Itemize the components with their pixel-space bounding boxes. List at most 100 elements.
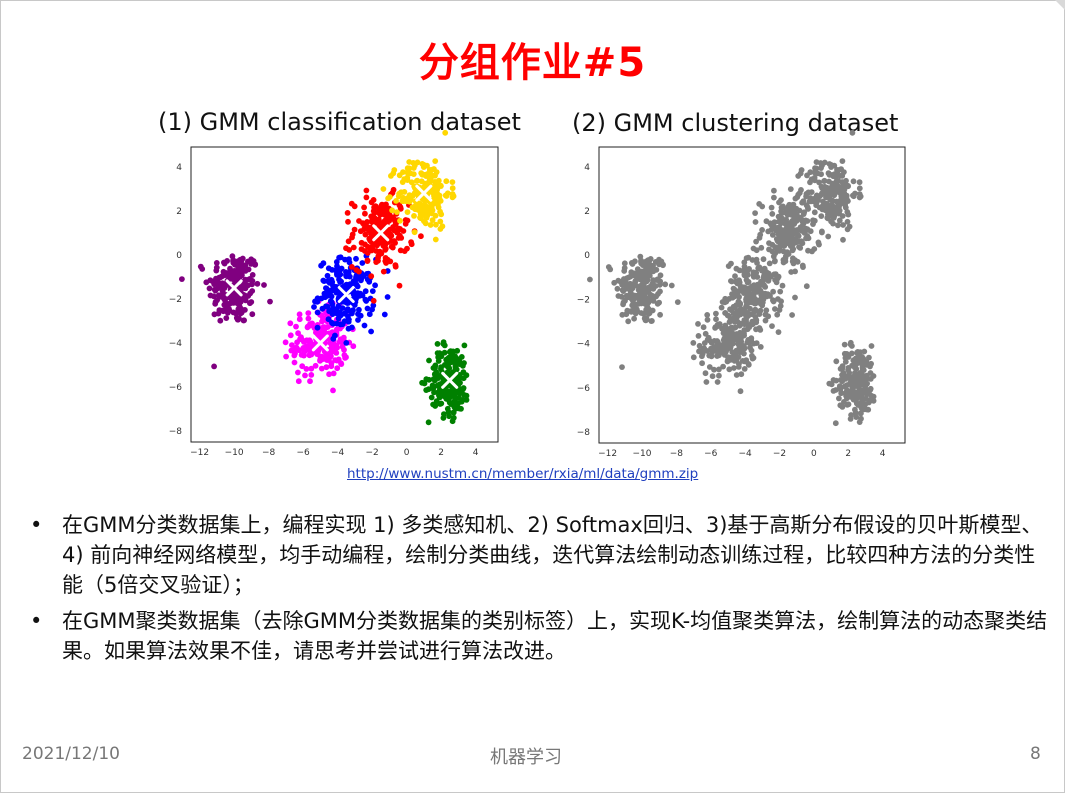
data-point xyxy=(764,291,771,298)
data-point xyxy=(782,253,789,260)
data-point xyxy=(737,388,744,395)
data-point xyxy=(734,354,741,361)
data-point xyxy=(852,190,858,197)
y-tick-label: 0 xyxy=(176,251,182,261)
data-point xyxy=(295,369,301,376)
dataset-download-link[interactable]: http://www.nustm.cn/member/rxia/ml/data/… xyxy=(347,466,699,482)
data-point xyxy=(390,170,397,177)
data-point xyxy=(326,371,332,378)
y-tick-label: −2 xyxy=(169,295,182,305)
data-point xyxy=(775,329,782,335)
data-point xyxy=(334,365,341,372)
data-point xyxy=(338,265,345,272)
x-tick-label: −8 xyxy=(670,449,684,459)
data-point xyxy=(645,288,652,295)
data-point xyxy=(790,201,797,208)
data-point xyxy=(766,260,773,267)
data-point xyxy=(445,391,451,398)
data-point xyxy=(638,272,644,278)
data-point xyxy=(780,228,787,235)
x-tick-label: −12 xyxy=(190,448,209,458)
data-point xyxy=(429,166,435,173)
data-point xyxy=(650,298,657,304)
data-point xyxy=(404,165,411,172)
data-point xyxy=(811,174,818,181)
data-point xyxy=(741,263,748,270)
data-point xyxy=(656,281,663,288)
data-point xyxy=(740,284,746,291)
data-point xyxy=(456,389,463,396)
data-point xyxy=(409,204,416,211)
data-point xyxy=(314,309,321,316)
data-point xyxy=(836,395,842,402)
data-point xyxy=(775,273,782,280)
data-point xyxy=(211,286,218,293)
data-point xyxy=(341,318,348,324)
data-point xyxy=(846,373,853,380)
data-point xyxy=(785,221,792,227)
data-point xyxy=(745,293,751,300)
data-point xyxy=(221,285,228,291)
data-point xyxy=(726,366,733,373)
data-point xyxy=(799,262,806,269)
bullet-item-2: • 在GMM聚类数据集（去除GMM分类数据集的类别标签）上，实现K-均值聚类算法… xyxy=(30,606,1050,666)
data-point xyxy=(345,300,352,306)
data-point xyxy=(870,397,877,404)
data-point xyxy=(432,365,438,371)
data-point xyxy=(635,287,642,293)
data-point xyxy=(769,323,775,329)
data-point xyxy=(399,198,406,205)
data-point xyxy=(217,317,224,324)
data-point xyxy=(349,234,355,241)
data-point xyxy=(662,281,669,288)
data-point xyxy=(370,302,377,309)
data-point xyxy=(325,278,331,285)
data-point xyxy=(839,365,846,372)
data-point xyxy=(404,174,411,181)
data-point xyxy=(741,272,748,279)
data-point xyxy=(713,316,719,323)
data-point xyxy=(307,378,313,385)
data-point xyxy=(324,303,331,310)
data-point xyxy=(861,348,868,355)
data-point xyxy=(826,178,832,185)
data-point xyxy=(318,262,324,269)
data-point xyxy=(351,203,358,210)
data-point xyxy=(308,372,315,378)
y-tick-label: −4 xyxy=(169,339,183,349)
data-point xyxy=(443,178,450,185)
footer-date: 2021/12/10 xyxy=(22,744,120,764)
data-point xyxy=(240,282,247,288)
data-point xyxy=(426,357,432,364)
data-point xyxy=(428,394,435,401)
data-point xyxy=(763,269,770,275)
data-point xyxy=(736,361,742,367)
data-point xyxy=(396,282,403,289)
cluster-center-marker xyxy=(441,371,459,389)
x-tick-label: −6 xyxy=(296,448,310,458)
data-point xyxy=(841,383,848,390)
data-point xyxy=(230,271,237,278)
data-point xyxy=(793,239,799,246)
data-point xyxy=(431,371,438,378)
y-tick-label: −6 xyxy=(169,383,183,393)
data-point xyxy=(771,258,778,265)
data-point xyxy=(794,258,801,265)
data-point xyxy=(296,316,303,323)
data-point xyxy=(737,336,744,343)
data-point xyxy=(295,330,301,337)
data-point xyxy=(716,366,722,373)
data-point xyxy=(380,186,387,192)
data-point xyxy=(352,277,359,283)
data-point xyxy=(333,326,340,333)
data-point xyxy=(316,330,323,336)
data-point xyxy=(863,372,870,379)
data-point xyxy=(813,192,820,199)
data-point xyxy=(321,329,328,336)
data-point xyxy=(641,298,648,304)
data-point xyxy=(819,229,825,236)
x-tick-label: 0 xyxy=(404,448,410,458)
data-point xyxy=(729,330,736,336)
